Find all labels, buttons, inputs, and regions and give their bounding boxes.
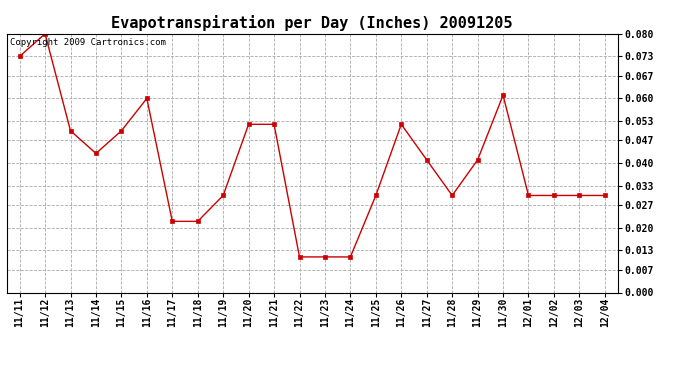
Text: Copyright 2009 Cartronics.com: Copyright 2009 Cartronics.com — [10, 38, 166, 46]
Title: Evapotranspiration per Day (Inches) 20091205: Evapotranspiration per Day (Inches) 2009… — [112, 15, 513, 31]
